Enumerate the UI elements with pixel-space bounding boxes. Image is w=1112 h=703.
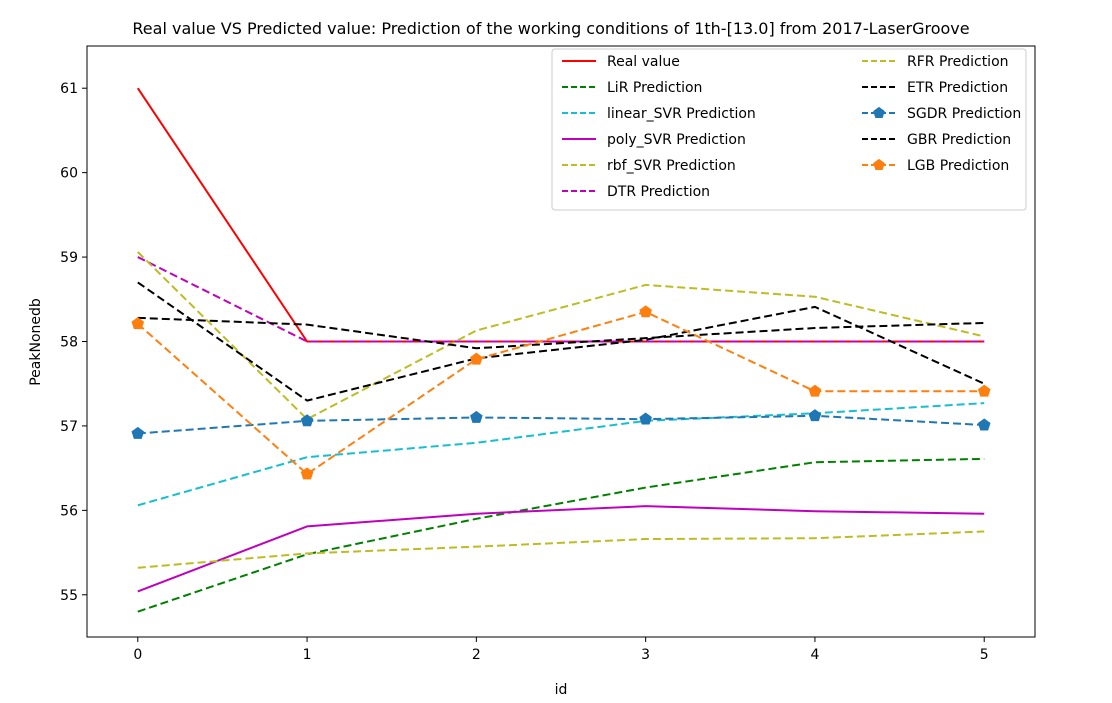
data-point-sgdr-prediction xyxy=(470,410,483,423)
legend-label: rbf_SVR Prediction xyxy=(607,158,736,174)
x-tick-label: 5 xyxy=(980,647,989,663)
x-axis: 0 1 2 3 4 5 xyxy=(133,637,989,663)
series-line-rbf-svr-prediction xyxy=(137,530,985,569)
data-point-sgdr-prediction xyxy=(131,426,145,439)
series-dtr-prediction xyxy=(137,256,985,343)
data-point-sgdr-prediction xyxy=(808,409,822,422)
legend: Real value LiR Prediction linear_SVR Predi… xyxy=(551,48,1027,211)
legend-label: RFR Prediction xyxy=(907,54,1009,70)
legend-label: ETR Prediction xyxy=(907,80,1008,96)
series-line-etr-prediction xyxy=(137,316,985,350)
y-tick-label: 55 xyxy=(60,588,78,604)
legend-entry: poly_SVR Prediction xyxy=(562,132,746,148)
data-point-lgb-prediction xyxy=(977,384,991,397)
series-line-lgb-prediction xyxy=(137,310,985,476)
legend-entry: GBR Prediction xyxy=(862,132,1011,148)
series-line-sgdr-prediction xyxy=(137,414,985,435)
y-tick-label: 58 xyxy=(60,335,78,351)
legend-entry: rbf_SVR Prediction xyxy=(562,158,736,174)
data-point-lgb-prediction xyxy=(131,317,145,330)
data-point-lgb-prediction xyxy=(639,305,652,318)
legend-label: SGDR Prediction xyxy=(907,106,1021,122)
legend-entry: SGDR Prediction xyxy=(862,106,1021,122)
legend-label: LiR Prediction xyxy=(607,80,702,96)
legend-entry: LGB Prediction xyxy=(862,158,1009,174)
legend-label: LGB Prediction xyxy=(907,158,1009,174)
legend-label: poly_SVR Prediction xyxy=(607,132,746,148)
y-tick-label: 56 xyxy=(60,503,78,519)
legend-entry: DTR Prediction xyxy=(562,184,710,200)
x-tick-label: 0 xyxy=(133,647,142,663)
y-tick-label: 60 xyxy=(60,166,78,182)
y-tick-label: 57 xyxy=(60,419,78,435)
legend-entry: ETR Prediction xyxy=(862,80,1008,96)
series-line-gbr-prediction xyxy=(137,281,985,402)
series-linear-svr-prediction xyxy=(137,402,985,507)
series-line-rfr-prediction xyxy=(137,251,985,421)
legend-entry: linear_SVR Prediction xyxy=(562,106,756,122)
legend-label: linear_SVR Prediction xyxy=(607,106,756,122)
data-point-sgdr-prediction xyxy=(977,418,991,431)
series-etr-prediction xyxy=(137,316,985,350)
legend-entry: Real value xyxy=(562,54,680,70)
legend-label: GBR Prediction xyxy=(907,132,1011,148)
series-lgb-prediction xyxy=(131,305,991,480)
series-line-lir-prediction xyxy=(137,457,985,613)
data-point-lgb-prediction xyxy=(470,352,483,365)
chart-title: Real value VS Predicted value: Predictio… xyxy=(132,19,969,38)
data-point-lgb-prediction xyxy=(808,384,822,397)
legend-entry: LiR Prediction xyxy=(562,80,702,96)
series-rfr-prediction xyxy=(137,251,985,421)
y-axis-label: PeakNonedb xyxy=(28,298,44,386)
y-axis: 55 56 57 58 59 60 61 xyxy=(60,81,87,604)
data-point-sgdr-prediction xyxy=(300,414,314,427)
series-line-linear-svr-prediction xyxy=(137,402,985,507)
x-tick-label: 3 xyxy=(641,647,650,663)
y-tick-label: 59 xyxy=(60,250,78,266)
legend-marker xyxy=(873,158,885,170)
series-rbf-svr-prediction xyxy=(137,530,985,569)
series-line-dtr-prediction xyxy=(137,256,985,343)
plot-area xyxy=(86,45,1036,638)
legend-marker xyxy=(873,106,885,118)
x-axis-label: id xyxy=(555,682,568,698)
series-line-poly-svr-prediction xyxy=(137,505,985,593)
legend-entry: RFR Prediction xyxy=(862,54,1009,70)
legend-label: DTR Prediction xyxy=(607,184,710,200)
data-point-sgdr-prediction xyxy=(639,412,652,425)
series-lir-prediction xyxy=(137,457,985,613)
legend-box xyxy=(551,48,1027,211)
x-tick-label: 1 xyxy=(303,647,312,663)
data-point-lgb-prediction xyxy=(300,467,314,480)
x-tick-label: 2 xyxy=(472,647,481,663)
y-tick-label: 61 xyxy=(60,81,78,97)
series-poly-svr-prediction xyxy=(137,505,985,593)
x-tick-label: 4 xyxy=(810,647,819,663)
series-sgdr-prediction xyxy=(131,409,991,439)
series-gbr-prediction xyxy=(137,281,985,402)
legend-label: Real value xyxy=(607,54,680,70)
